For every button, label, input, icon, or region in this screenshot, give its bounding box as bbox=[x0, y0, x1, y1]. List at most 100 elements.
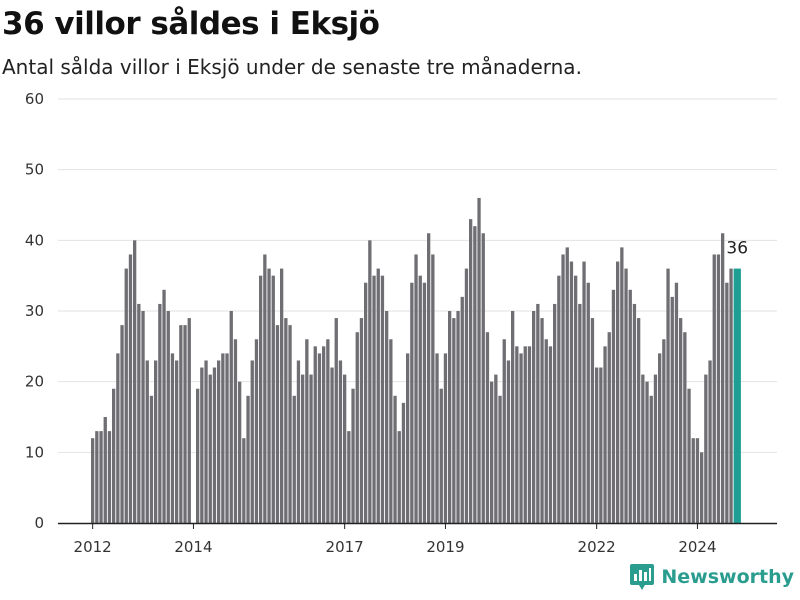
bar bbox=[632, 303, 637, 523]
bar bbox=[553, 303, 557, 523]
bar bbox=[401, 402, 406, 523]
bar bbox=[683, 332, 687, 523]
y-tick-label: 10 bbox=[25, 443, 44, 461]
bar bbox=[284, 318, 288, 523]
chart-subtitle: Antal sålda villor i Eksjö under de sena… bbox=[2, 55, 582, 79]
bar bbox=[611, 289, 616, 523]
y-axis-ticks: 0 10 20 30 40 50 60 bbox=[25, 90, 44, 532]
bar bbox=[666, 268, 670, 523]
bar bbox=[674, 282, 679, 523]
bar bbox=[166, 311, 170, 523]
y-tick-label: 30 bbox=[25, 302, 44, 320]
bar bbox=[309, 374, 313, 523]
bar bbox=[120, 325, 124, 523]
bar bbox=[700, 452, 704, 523]
bar bbox=[238, 381, 242, 523]
bar bbox=[397, 431, 401, 523]
bar bbox=[532, 311, 536, 523]
bar bbox=[704, 374, 708, 523]
bar bbox=[422, 282, 427, 523]
bar bbox=[116, 353, 120, 523]
bar bbox=[322, 346, 326, 523]
last-bar-data-label: 36 bbox=[726, 239, 748, 259]
bar bbox=[695, 438, 700, 523]
bar bbox=[343, 374, 347, 523]
bar bbox=[494, 374, 498, 523]
bar bbox=[175, 360, 179, 523]
bar bbox=[515, 346, 519, 523]
bar bbox=[91, 438, 95, 523]
bar bbox=[712, 254, 716, 523]
bar bbox=[603, 346, 607, 523]
bar bbox=[112, 388, 116, 523]
brand-name: Newsworthy bbox=[661, 566, 794, 588]
bar bbox=[645, 381, 649, 523]
bar bbox=[242, 438, 246, 523]
x-tick-label: 2012 bbox=[74, 538, 112, 556]
bar bbox=[317, 353, 322, 523]
bar bbox=[418, 275, 422, 523]
bar bbox=[448, 311, 452, 523]
bar bbox=[687, 388, 691, 523]
bar bbox=[637, 318, 641, 523]
bar bbox=[208, 374, 212, 523]
x-axis-ticks: 2012 2014 2017 2019 2022 2024 bbox=[74, 523, 717, 556]
bar bbox=[380, 275, 385, 523]
bar bbox=[469, 219, 473, 523]
bar bbox=[506, 360, 511, 523]
bar bbox=[624, 268, 628, 523]
bar bbox=[540, 318, 544, 523]
bar bbox=[427, 233, 431, 523]
bar bbox=[544, 339, 548, 523]
bar bbox=[158, 303, 162, 523]
bar bbox=[456, 311, 460, 523]
y-tick-label: 0 bbox=[34, 514, 44, 532]
bar bbox=[351, 388, 355, 523]
bar bbox=[347, 431, 351, 523]
y-tick-label: 20 bbox=[25, 373, 44, 391]
bar bbox=[460, 296, 464, 523]
bar bbox=[477, 197, 481, 523]
bar bbox=[511, 311, 515, 523]
bar bbox=[502, 339, 506, 523]
bar bbox=[406, 353, 410, 523]
bar bbox=[452, 318, 456, 523]
bar bbox=[196, 388, 200, 523]
bar bbox=[658, 353, 662, 523]
bar bbox=[229, 311, 233, 523]
bar bbox=[464, 268, 469, 523]
bar bbox=[557, 275, 561, 523]
x-tick-label: 2014 bbox=[174, 538, 212, 556]
bar-chart-logo-icon bbox=[630, 564, 655, 590]
bar bbox=[330, 367, 334, 523]
bar bbox=[103, 417, 107, 523]
bar bbox=[250, 360, 254, 523]
bar bbox=[561, 254, 565, 523]
bar bbox=[473, 226, 477, 523]
bar bbox=[708, 360, 712, 523]
bar bbox=[523, 346, 527, 523]
bar bbox=[275, 325, 280, 523]
bar bbox=[490, 381, 494, 523]
bar bbox=[154, 360, 158, 523]
bar bbox=[225, 353, 229, 523]
bar bbox=[385, 311, 389, 523]
bar bbox=[162, 289, 166, 523]
bar bbox=[691, 438, 695, 523]
bar bbox=[527, 346, 532, 523]
bar bbox=[301, 374, 305, 523]
bar bbox=[653, 374, 658, 523]
bar bbox=[565, 247, 569, 523]
bar bbox=[292, 395, 296, 523]
bars bbox=[91, 197, 741, 524]
bar bbox=[582, 261, 586, 523]
bar bbox=[133, 240, 137, 524]
bar bbox=[368, 240, 372, 524]
bar bbox=[187, 318, 191, 523]
bar bbox=[628, 289, 632, 523]
bar bbox=[288, 325, 292, 523]
bar bbox=[170, 353, 175, 523]
bar bbox=[485, 332, 490, 523]
bar bbox=[590, 318, 595, 523]
